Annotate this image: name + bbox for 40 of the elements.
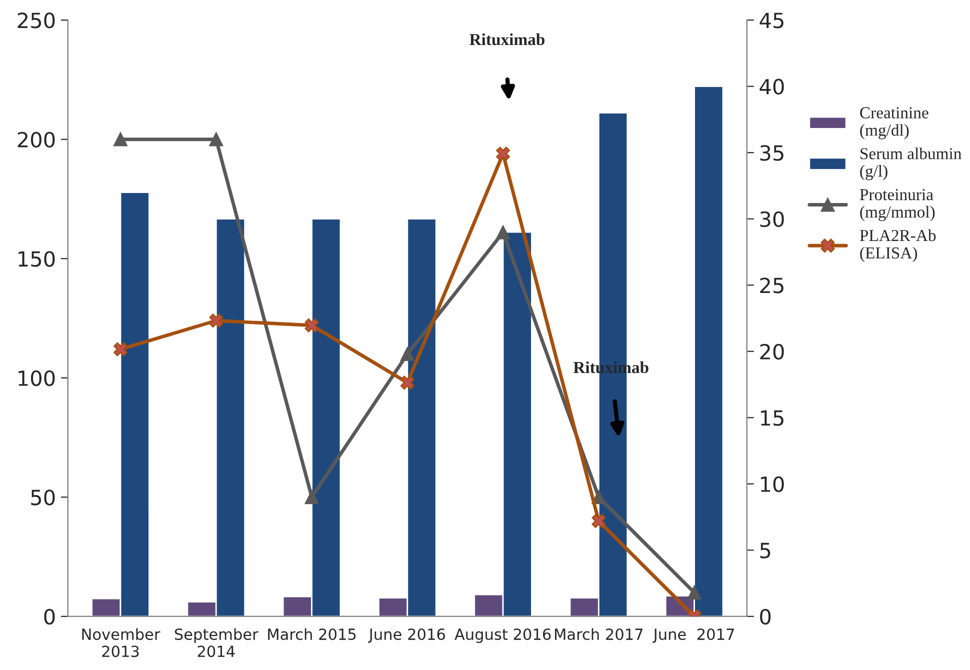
y2-tick-label: 30 bbox=[760, 211, 784, 228]
legend-label: Creatinine (mg/dl) bbox=[860, 107, 928, 140]
y2-tick-label: 20 bbox=[760, 344, 784, 360]
y2-tick-label: 5 bbox=[760, 542, 770, 558]
y2-tick-label: 40 bbox=[760, 78, 784, 95]
y2-tick-label: 25 bbox=[760, 278, 784, 294]
y-tick-label: 150 bbox=[18, 251, 55, 267]
point bbox=[114, 342, 128, 356]
y2-tick-label: 35 bbox=[760, 145, 784, 161]
point bbox=[304, 490, 319, 504]
x-tick-label: March 2015 bbox=[268, 628, 356, 640]
x-tick-label: August 2016 bbox=[454, 628, 551, 643]
y-tick-label: 200 bbox=[18, 132, 55, 148]
point bbox=[496, 225, 510, 240]
legend-label: Proteinuria (mg/mmol) bbox=[860, 189, 935, 222]
legend-label: Serum albumin (g/l) bbox=[860, 148, 962, 180]
y2-tick-label: 45 bbox=[760, 12, 784, 28]
y-tick-label: 50 bbox=[31, 490, 55, 506]
point bbox=[304, 318, 319, 332]
x-tick-label: June 2016 bbox=[368, 628, 445, 643]
x-tick-label: March 2017 bbox=[555, 628, 643, 640]
point bbox=[400, 376, 414, 390]
point bbox=[592, 514, 606, 528]
legend-label: PLA2R-Ab (ELISA) bbox=[860, 229, 936, 262]
y2-tick-label: 10 bbox=[760, 476, 784, 492]
point bbox=[687, 586, 702, 600]
y2-tick-label: 15 bbox=[760, 410, 784, 426]
x-tick-label: November 2013 bbox=[82, 628, 160, 658]
x-tick-label: September 2014 bbox=[174, 628, 258, 658]
y-tick-label: 100 bbox=[18, 370, 55, 386]
point bbox=[114, 132, 128, 146]
y2-tick-label: 0 bbox=[760, 608, 771, 625]
annotation: Rituximab bbox=[470, 33, 545, 46]
y-tick-label: 250 bbox=[18, 12, 55, 28]
point bbox=[209, 314, 224, 328]
point bbox=[209, 132, 224, 146]
point bbox=[496, 146, 510, 161]
x-tick-label: June 2017 bbox=[652, 628, 734, 643]
y-tick-label: 0 bbox=[44, 608, 55, 625]
point bbox=[400, 347, 414, 361]
